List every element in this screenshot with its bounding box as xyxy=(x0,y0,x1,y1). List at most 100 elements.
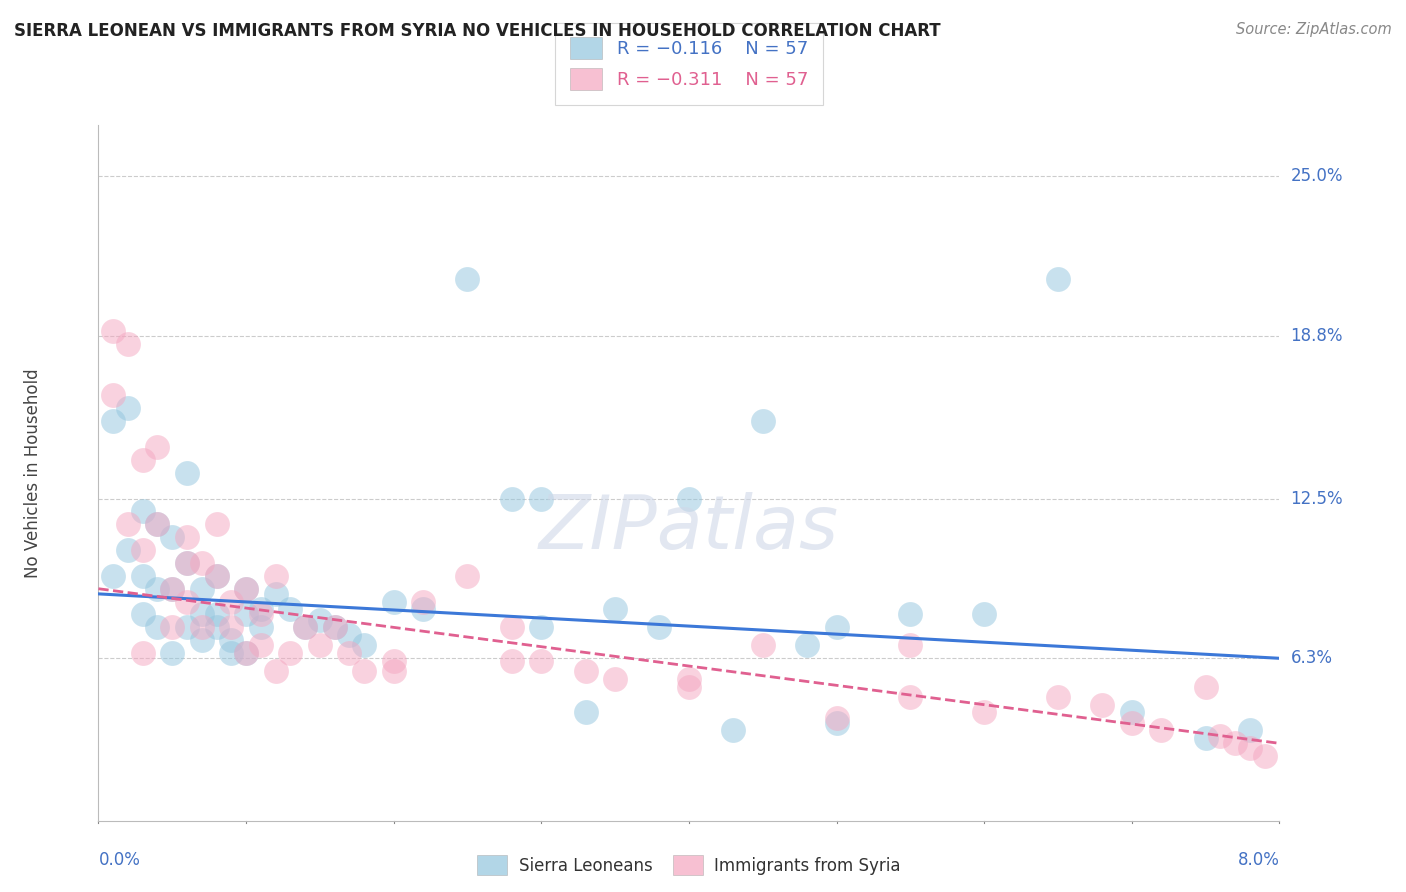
Point xyxy=(574,664,596,678)
Point xyxy=(501,491,523,506)
Point xyxy=(103,324,124,338)
Point xyxy=(235,646,257,660)
Point xyxy=(219,594,242,608)
Point xyxy=(162,582,183,596)
Point xyxy=(412,602,434,616)
Point xyxy=(337,628,360,642)
Text: 0.0%: 0.0% xyxy=(98,851,141,869)
Text: 6.3%: 6.3% xyxy=(1291,649,1333,667)
Point xyxy=(1254,749,1277,764)
Point xyxy=(382,664,405,678)
Text: 25.0%: 25.0% xyxy=(1291,168,1343,186)
Point xyxy=(1046,272,1069,286)
Text: 12.5%: 12.5% xyxy=(1291,490,1343,508)
Point xyxy=(235,646,257,660)
Point xyxy=(1239,741,1261,756)
Point xyxy=(205,517,228,532)
Point xyxy=(132,646,155,660)
Point xyxy=(191,556,214,570)
Legend: Sierra Leoneans, Immigrants from Syria: Sierra Leoneans, Immigrants from Syria xyxy=(471,848,907,882)
Point xyxy=(205,607,228,622)
Point xyxy=(176,556,198,570)
Point xyxy=(456,569,478,583)
Point xyxy=(117,543,139,558)
Point xyxy=(162,646,183,660)
Point xyxy=(323,620,346,634)
Point xyxy=(117,337,139,351)
Point xyxy=(205,569,228,583)
Point xyxy=(146,620,169,634)
Point xyxy=(825,715,848,730)
Point xyxy=(353,639,375,653)
Point xyxy=(678,672,700,686)
Point xyxy=(382,654,405,668)
Point xyxy=(1046,690,1069,704)
Point xyxy=(146,440,169,454)
Point xyxy=(678,491,700,506)
Point xyxy=(176,556,198,570)
Point xyxy=(308,613,332,627)
Point xyxy=(132,504,155,518)
Point xyxy=(176,594,198,608)
Point xyxy=(796,639,818,653)
Point xyxy=(530,654,553,668)
Point xyxy=(117,401,139,416)
Point xyxy=(530,620,553,634)
Point xyxy=(278,602,301,616)
Point xyxy=(278,646,301,660)
Point xyxy=(678,680,700,694)
Point xyxy=(1121,715,1143,730)
Text: 18.8%: 18.8% xyxy=(1291,327,1343,345)
Point xyxy=(898,690,921,704)
Point xyxy=(973,607,995,622)
Text: ZIPatlas: ZIPatlas xyxy=(538,492,839,565)
Point xyxy=(1209,729,1232,743)
Point xyxy=(574,706,596,720)
Point xyxy=(264,664,287,678)
Point xyxy=(250,602,273,616)
Point xyxy=(205,620,228,634)
Text: 8.0%: 8.0% xyxy=(1237,851,1279,869)
Point xyxy=(103,569,124,583)
Text: No Vehicles in Household: No Vehicles in Household xyxy=(24,368,42,578)
Point xyxy=(825,710,848,724)
Point xyxy=(176,530,198,544)
Point xyxy=(337,646,360,660)
Point xyxy=(176,466,198,480)
Point xyxy=(648,620,671,634)
Point xyxy=(456,272,478,286)
Point xyxy=(103,388,124,402)
Point xyxy=(898,639,921,653)
Point xyxy=(264,587,287,601)
Point xyxy=(219,646,242,660)
Point xyxy=(162,620,183,634)
Point xyxy=(353,664,375,678)
Point xyxy=(605,672,627,686)
Point xyxy=(825,620,848,634)
Point xyxy=(146,517,169,532)
Point xyxy=(205,569,228,583)
Point xyxy=(103,414,124,428)
Point xyxy=(132,543,155,558)
Point xyxy=(501,620,523,634)
Point xyxy=(1239,723,1261,738)
Point xyxy=(250,639,273,653)
Point xyxy=(132,453,155,467)
Point xyxy=(501,654,523,668)
Point xyxy=(117,517,139,532)
Point xyxy=(191,582,214,596)
Point xyxy=(235,607,257,622)
Point xyxy=(250,620,273,634)
Point xyxy=(162,582,183,596)
Point xyxy=(308,639,332,653)
Point xyxy=(250,607,273,622)
Point xyxy=(323,620,346,634)
Point xyxy=(1091,698,1114,712)
Point xyxy=(176,620,198,634)
Point xyxy=(530,491,553,506)
Text: SIERRA LEONEAN VS IMMIGRANTS FROM SYRIA NO VEHICLES IN HOUSEHOLD CORRELATION CHA: SIERRA LEONEAN VS IMMIGRANTS FROM SYRIA … xyxy=(14,22,941,40)
Point xyxy=(751,639,773,653)
Point xyxy=(973,706,995,720)
Point xyxy=(235,582,257,596)
Point xyxy=(132,607,155,622)
